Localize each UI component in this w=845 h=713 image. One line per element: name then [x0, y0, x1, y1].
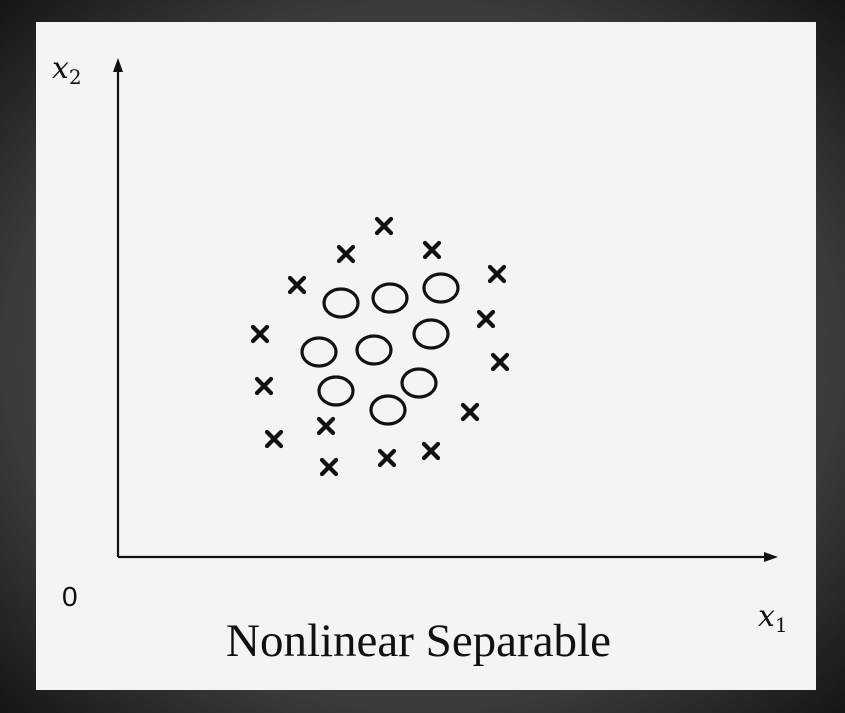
x-mark	[319, 457, 339, 477]
x-axis-arrow-icon	[764, 552, 778, 562]
x-mark	[460, 402, 480, 422]
x-mark	[264, 429, 284, 449]
x-axis-label: x1	[758, 599, 788, 637]
slide-panel: x2 x1 0	[36, 22, 816, 690]
x-axis-label-sub: 1	[775, 613, 788, 637]
y-axis-label-sub: 2	[69, 65, 82, 89]
x-mark	[250, 324, 270, 344]
x-mark	[476, 309, 496, 329]
o-mark	[369, 394, 407, 426]
x-mark	[490, 352, 510, 372]
x-mark	[316, 416, 336, 436]
x-axis-label-base: x	[758, 599, 775, 634]
axes	[113, 58, 778, 562]
o-mark	[300, 336, 338, 368]
o-mark	[412, 318, 450, 350]
o-mark	[400, 367, 438, 399]
scatter-diagram: x2 x1 0	[52, 51, 788, 637]
x-mark	[287, 275, 307, 295]
x-mark	[377, 448, 397, 468]
x-mark	[422, 240, 442, 260]
o-mark	[317, 375, 355, 407]
x-mark	[421, 441, 441, 461]
x-mark	[254, 376, 274, 396]
class-x-points	[250, 216, 510, 477]
origin-label: 0	[62, 581, 78, 612]
x-mark	[336, 244, 356, 264]
y-axis-arrow-icon	[113, 58, 123, 72]
o-mark	[422, 272, 460, 304]
y-axis-label: x2	[52, 51, 82, 89]
o-mark	[355, 334, 393, 366]
x-mark	[487, 264, 507, 284]
x-mark	[374, 216, 394, 236]
o-mark	[322, 287, 360, 319]
y-axis-label-base: x	[52, 51, 69, 86]
diagram-caption: Nonlinear Separable	[226, 615, 611, 667]
class-o-points	[300, 272, 460, 426]
o-mark	[371, 282, 409, 314]
